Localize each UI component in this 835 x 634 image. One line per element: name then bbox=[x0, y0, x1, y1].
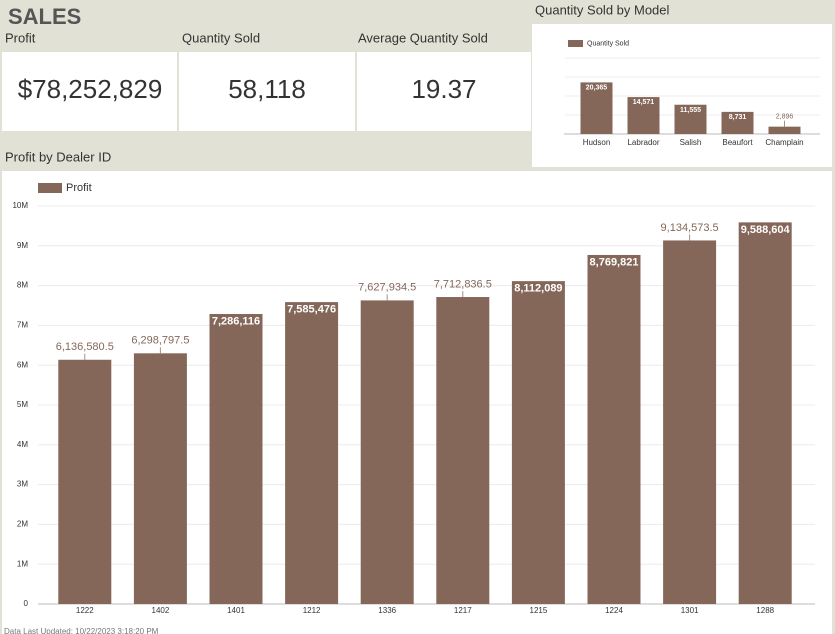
x-tick-label: 1301 bbox=[681, 606, 699, 615]
bar bbox=[768, 126, 801, 134]
kpi-label: Profit bbox=[5, 30, 36, 45]
legend-label: Profit bbox=[66, 182, 92, 194]
bar bbox=[738, 222, 792, 604]
value-label: 9,134,573.5 bbox=[661, 222, 719, 234]
legend-swatch bbox=[568, 40, 583, 47]
x-tick-label: Salish bbox=[680, 138, 702, 147]
x-tick-label: 1402 bbox=[152, 606, 170, 615]
value-label: 9,588,604 bbox=[741, 224, 791, 236]
x-tick-label: Labrador bbox=[627, 138, 659, 147]
value-label: 8,769,821 bbox=[590, 256, 639, 268]
kpi-card bbox=[2, 52, 177, 131]
value-label: 20,365 bbox=[586, 84, 608, 91]
value-label: 7,585,476 bbox=[287, 304, 336, 316]
bar bbox=[209, 314, 263, 604]
page-title: SALES bbox=[8, 4, 81, 29]
value-label: 2,896 bbox=[776, 113, 794, 120]
x-tick-label: 1224 bbox=[605, 606, 623, 615]
value-label: 11,555 bbox=[680, 107, 701, 114]
x-tick-label: 1401 bbox=[227, 606, 245, 615]
y-tick-label: 1M bbox=[17, 559, 28, 568]
value-label: 6,136,580.5 bbox=[56, 341, 114, 353]
value-label: 7,627,934.5 bbox=[358, 282, 416, 294]
legend-label: Quantity Sold bbox=[587, 40, 629, 47]
x-tick-label: Champlain bbox=[765, 138, 803, 147]
bar bbox=[663, 240, 717, 604]
x-tick-label: 1336 bbox=[378, 606, 396, 615]
bar bbox=[360, 300, 414, 604]
chart-title: Quantity Sold by Model bbox=[535, 2, 670, 17]
x-tick-label: Hudson bbox=[583, 138, 611, 147]
y-tick-label: 0 bbox=[24, 599, 29, 608]
kpi-card bbox=[357, 52, 531, 131]
bar bbox=[285, 302, 339, 604]
x-tick-label: 1212 bbox=[303, 606, 321, 615]
bar bbox=[436, 297, 490, 604]
x-tick-label: 1217 bbox=[454, 606, 472, 615]
bar bbox=[721, 111, 754, 134]
footer: Data Last Updated: 10/22/2023 3:18:20 PM bbox=[4, 627, 159, 634]
y-tick-label: 3M bbox=[17, 480, 28, 489]
bar bbox=[587, 254, 641, 604]
kpi-value: 58,118 bbox=[228, 74, 306, 104]
y-tick-label: 6M bbox=[17, 360, 28, 369]
bar bbox=[133, 353, 187, 604]
bar bbox=[58, 359, 112, 604]
value-label: 7,286,116 bbox=[212, 316, 260, 328]
kpi-label: Average Quantity Sold bbox=[358, 30, 488, 45]
bar bbox=[627, 97, 660, 134]
bar bbox=[580, 82, 613, 134]
value-label: 8,731 bbox=[729, 114, 747, 121]
y-tick-label: 9M bbox=[17, 241, 28, 250]
y-tick-label: 5M bbox=[17, 400, 28, 409]
x-tick-label: Beaufort bbox=[722, 138, 753, 147]
kpi-label: Quantity Sold bbox=[182, 30, 260, 45]
value-label: 8,112,089 bbox=[514, 283, 562, 295]
value-label: 6,298,797.5 bbox=[131, 335, 189, 347]
legend-swatch bbox=[38, 183, 62, 193]
chart-title: Profit by Dealer ID bbox=[5, 149, 111, 164]
value-label: 7,712,836.5 bbox=[434, 278, 492, 290]
y-tick-label: 4M bbox=[17, 440, 28, 449]
x-tick-label: 1288 bbox=[756, 606, 774, 615]
y-tick-label: 7M bbox=[17, 321, 28, 330]
y-tick-label: 2M bbox=[17, 520, 28, 529]
kpi-card bbox=[179, 52, 355, 131]
y-tick-label: 10M bbox=[12, 201, 28, 210]
x-tick-label: 1215 bbox=[530, 606, 548, 615]
bar bbox=[674, 104, 707, 134]
x-tick-label: 1222 bbox=[76, 606, 94, 615]
kpi-value: 19.37 bbox=[411, 74, 476, 104]
kpi-value: $78,252,829 bbox=[18, 74, 163, 104]
bar bbox=[511, 281, 565, 604]
y-tick-label: 8M bbox=[17, 281, 28, 290]
value-label: 14,571 bbox=[633, 99, 655, 106]
